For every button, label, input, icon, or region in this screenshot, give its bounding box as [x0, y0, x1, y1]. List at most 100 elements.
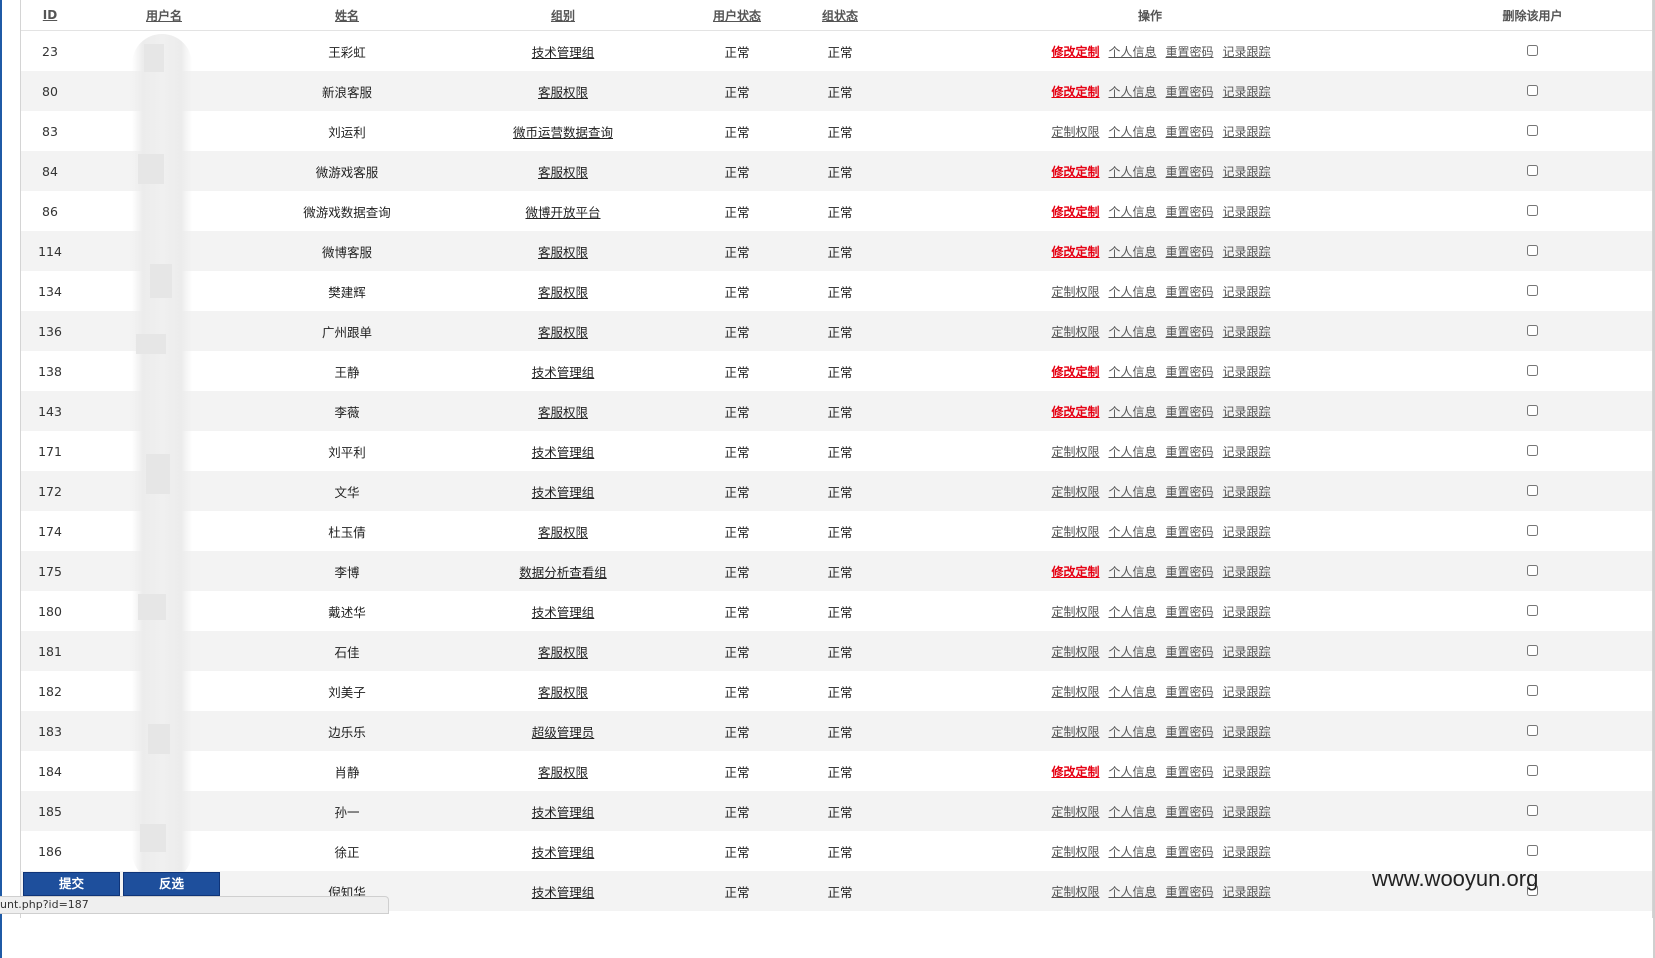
custom-permission-link[interactable]: 定制权限: [1051, 844, 1100, 859]
delete-checkbox[interactable]: [1527, 764, 1538, 776]
profile-link[interactable]: 个人信息: [1108, 884, 1157, 899]
custom-permission-link[interactable]: 定制权限: [1051, 724, 1100, 739]
profile-link[interactable]: 个人信息: [1108, 204, 1157, 219]
profile-link[interactable]: 个人信息: [1108, 364, 1157, 379]
group-link[interactable]: 超级管理员: [531, 724, 595, 740]
custom-permission-link[interactable]: 定制权限: [1051, 484, 1100, 499]
reset-password-link[interactable]: 重置密码: [1165, 884, 1214, 899]
delete-checkbox[interactable]: [1527, 724, 1538, 736]
group-link[interactable]: 客服权限: [537, 164, 588, 180]
edit-custom-link[interactable]: 修改定制: [1051, 564, 1100, 579]
profile-link[interactable]: 个人信息: [1108, 764, 1157, 779]
delete-checkbox[interactable]: [1527, 124, 1538, 136]
profile-link[interactable]: 个人信息: [1108, 844, 1157, 859]
group-link[interactable]: 客服权限: [537, 764, 588, 780]
edit-custom-link[interactable]: 修改定制: [1051, 244, 1100, 259]
submit-button[interactable]: 提交: [23, 872, 120, 896]
col-header-group-status[interactable]: 组状态: [793, 0, 887, 31]
log-trace-link[interactable]: 记录跟踪: [1222, 324, 1271, 339]
log-trace-link[interactable]: 记录跟踪: [1222, 884, 1271, 899]
log-trace-link[interactable]: 记录跟踪: [1222, 124, 1271, 139]
delete-checkbox[interactable]: [1527, 684, 1538, 696]
reset-password-link[interactable]: 重置密码: [1165, 124, 1214, 139]
invert-selection-button[interactable]: 反选: [123, 872, 220, 896]
delete-checkbox[interactable]: [1527, 444, 1538, 456]
log-trace-link[interactable]: 记录跟踪: [1222, 444, 1271, 459]
delete-checkbox[interactable]: [1527, 364, 1538, 376]
edit-custom-link[interactable]: 修改定制: [1051, 164, 1100, 179]
reset-password-link[interactable]: 重置密码: [1165, 444, 1214, 459]
log-trace-link[interactable]: 记录跟踪: [1222, 204, 1271, 219]
profile-link[interactable]: 个人信息: [1108, 444, 1157, 459]
log-trace-link[interactable]: 记录跟踪: [1222, 644, 1271, 659]
delete-checkbox[interactable]: [1527, 524, 1538, 536]
group-link[interactable]: 客服权限: [537, 404, 588, 420]
reset-password-link[interactable]: 重置密码: [1165, 204, 1214, 219]
group-link[interactable]: 技术管理组: [531, 444, 595, 460]
profile-link[interactable]: 个人信息: [1108, 684, 1157, 699]
profile-link[interactable]: 个人信息: [1108, 804, 1157, 819]
edit-custom-link[interactable]: 修改定制: [1051, 44, 1100, 59]
group-link[interactable]: 技术管理组: [531, 804, 595, 820]
col-header-id[interactable]: ID: [21, 0, 79, 31]
log-trace-link[interactable]: 记录跟踪: [1222, 244, 1271, 259]
group-link[interactable]: 技术管理组: [531, 364, 595, 380]
group-link[interactable]: 数据分析查看组: [519, 564, 607, 580]
profile-link[interactable]: 个人信息: [1108, 604, 1157, 619]
group-link[interactable]: 客服权限: [537, 684, 588, 700]
custom-permission-link[interactable]: 定制权限: [1051, 644, 1100, 659]
reset-password-link[interactable]: 重置密码: [1165, 684, 1214, 699]
edit-custom-link[interactable]: 修改定制: [1051, 404, 1100, 419]
custom-permission-link[interactable]: 定制权限: [1051, 604, 1100, 619]
profile-link[interactable]: 个人信息: [1108, 124, 1157, 139]
custom-permission-link[interactable]: 定制权限: [1051, 684, 1100, 699]
custom-permission-link[interactable]: 定制权限: [1051, 524, 1100, 539]
reset-password-link[interactable]: 重置密码: [1165, 564, 1214, 579]
log-trace-link[interactable]: 记录跟踪: [1222, 404, 1271, 419]
delete-checkbox[interactable]: [1527, 164, 1538, 176]
group-link[interactable]: 技术管理组: [531, 844, 595, 860]
reset-password-link[interactable]: 重置密码: [1165, 524, 1214, 539]
profile-link[interactable]: 个人信息: [1108, 44, 1157, 59]
group-link[interactable]: 客服权限: [537, 324, 588, 340]
scrollbar-track[interactable]: [1653, 0, 1655, 958]
profile-link[interactable]: 个人信息: [1108, 724, 1157, 739]
delete-checkbox[interactable]: [1527, 604, 1538, 616]
group-link[interactable]: 客服权限: [537, 284, 588, 300]
delete-checkbox[interactable]: [1527, 84, 1538, 96]
group-link[interactable]: 技术管理组: [531, 484, 595, 500]
profile-link[interactable]: 个人信息: [1108, 324, 1157, 339]
log-trace-link[interactable]: 记录跟踪: [1222, 484, 1271, 499]
group-link[interactable]: 客服权限: [537, 84, 588, 100]
reset-password-link[interactable]: 重置密码: [1165, 44, 1214, 59]
custom-permission-link[interactable]: 定制权限: [1051, 884, 1100, 899]
log-trace-link[interactable]: 记录跟踪: [1222, 164, 1271, 179]
reset-password-link[interactable]: 重置密码: [1165, 164, 1214, 179]
log-trace-link[interactable]: 记录跟踪: [1222, 684, 1271, 699]
group-link[interactable]: 微币运营数据查询: [512, 124, 613, 140]
group-link[interactable]: 技术管理组: [531, 44, 595, 60]
delete-checkbox[interactable]: [1527, 844, 1538, 856]
reset-password-link[interactable]: 重置密码: [1165, 724, 1214, 739]
reset-password-link[interactable]: 重置密码: [1165, 84, 1214, 99]
delete-checkbox[interactable]: [1527, 204, 1538, 216]
reset-password-link[interactable]: 重置密码: [1165, 284, 1214, 299]
log-trace-link[interactable]: 记录跟踪: [1222, 364, 1271, 379]
edit-custom-link[interactable]: 修改定制: [1051, 764, 1100, 779]
reset-password-link[interactable]: 重置密码: [1165, 324, 1214, 339]
edit-custom-link[interactable]: 修改定制: [1051, 204, 1100, 219]
delete-checkbox[interactable]: [1527, 484, 1538, 496]
custom-permission-link[interactable]: 定制权限: [1051, 324, 1100, 339]
profile-link[interactable]: 个人信息: [1108, 164, 1157, 179]
custom-permission-link[interactable]: 定制权限: [1051, 284, 1100, 299]
log-trace-link[interactable]: 记录跟踪: [1222, 44, 1271, 59]
log-trace-link[interactable]: 记录跟踪: [1222, 604, 1271, 619]
edit-custom-link[interactable]: 修改定制: [1051, 84, 1100, 99]
log-trace-link[interactable]: 记录跟踪: [1222, 804, 1271, 819]
profile-link[interactable]: 个人信息: [1108, 244, 1157, 259]
custom-permission-link[interactable]: 定制权限: [1051, 804, 1100, 819]
profile-link[interactable]: 个人信息: [1108, 484, 1157, 499]
profile-link[interactable]: 个人信息: [1108, 564, 1157, 579]
log-trace-link[interactable]: 记录跟踪: [1222, 284, 1271, 299]
delete-checkbox[interactable]: [1527, 884, 1538, 896]
